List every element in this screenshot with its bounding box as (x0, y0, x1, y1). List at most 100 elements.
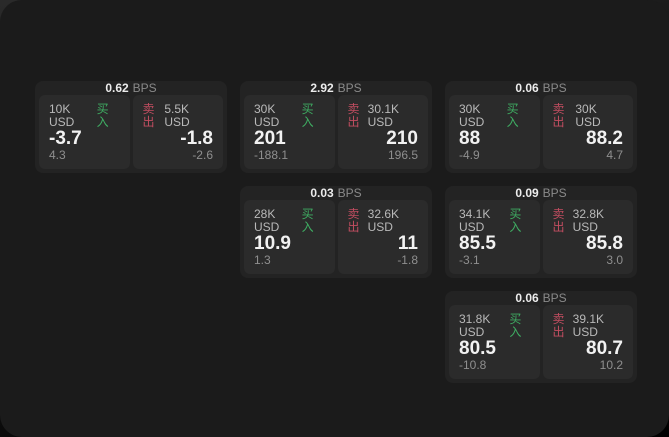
buy-side-label: 买入 (301, 207, 314, 234)
sell-delta: -1.8 (397, 253, 418, 267)
buy-delta: -4.9 (459, 148, 480, 162)
quote-card: 0.09 BPS 34.1K USD 买入 85.5 -3.1 卖出 32.8K… (445, 186, 637, 278)
bps-value: 2.92 (310, 81, 334, 95)
buy-price: 201 (254, 128, 286, 149)
buy-panel-top: 28K USD 买入 (254, 208, 325, 234)
bps-header: 0.03 BPS (244, 186, 428, 200)
bps-header: 0.09 BPS (449, 186, 633, 200)
quote-card: 2.92 BPS 30K USD 买入 201 -188.1 卖出 30.1K … (240, 81, 432, 173)
quote-panels: 30K USD 买入 201 -188.1 卖出 30.1K USD 210 1… (244, 95, 428, 169)
buy-side-label: 买入 (509, 207, 522, 234)
buy-amount: 30K USD (459, 102, 485, 129)
bps-header: 0.06 BPS (449, 81, 633, 95)
sell-delta: -2.6 (192, 148, 213, 162)
sell-side-label: 卖出 (347, 102, 360, 129)
bps-header: 2.92 BPS (244, 81, 428, 95)
sell-price: 88.2 (586, 128, 623, 149)
sell-side-label: 卖出 (552, 312, 565, 339)
quote-card: 0.62 BPS 10K USD 买入 -3.7 4.3 卖出 5.5K USD… (35, 81, 227, 173)
sell-panel[interactable]: 卖出 30.1K USD 210 196.5 (337, 95, 428, 169)
quote-panels: 30K USD 买入 88 -4.9 卖出 30K USD 88.2 4.7 (449, 95, 633, 169)
buy-price: -3.7 (49, 128, 82, 149)
bps-header: 0.62 BPS (39, 81, 223, 95)
sell-amount: 39.1K USD (572, 312, 604, 339)
buy-side-label: 买入 (506, 102, 519, 129)
bps-value: 0.06 (515, 291, 539, 305)
bps-value: 0.03 (310, 186, 334, 200)
quote-card: 0.06 BPS 30K USD 买入 88 -4.9 卖出 30K USD 8… (445, 81, 637, 173)
sell-side-label: 卖出 (552, 102, 565, 129)
sell-price: 85.8 (586, 233, 623, 254)
buy-price: 88 (459, 128, 481, 149)
sell-amount: 30.1K USD (367, 102, 399, 129)
quote-card: 0.06 BPS 31.8K USD 买入 80.5 -10.8 卖出 39.1… (445, 291, 637, 383)
bps-unit-label: BPS (337, 186, 362, 200)
buy-amount: 31.8K USD (459, 312, 491, 339)
buy-panel[interactable]: 30K USD 买入 88 -4.9 (449, 95, 540, 169)
quote-panels: 31.8K USD 买入 80.5 -10.8 卖出 39.1K USD 80.… (449, 305, 633, 379)
bps-value: 0.62 (105, 81, 129, 95)
buy-panel[interactable]: 34.1K USD 买入 85.5 -3.1 (449, 200, 540, 274)
buy-panel-top: 34.1K USD 买入 (459, 208, 530, 234)
sell-price: -1.8 (180, 128, 213, 149)
bps-unit-label: BPS (132, 81, 157, 95)
sell-panel[interactable]: 卖出 32.6K USD 11 -1.8 (337, 200, 428, 274)
buy-panel[interactable]: 28K USD 买入 10.9 1.3 (244, 200, 335, 274)
sell-panel[interactable]: 卖出 30K USD 88.2 4.7 (542, 95, 633, 169)
bps-unit-label: BPS (542, 186, 567, 200)
buy-price: 80.5 (459, 338, 496, 359)
buy-side-label: 买入 (301, 102, 314, 129)
buy-panel-top: 30K USD 买入 (254, 103, 325, 129)
buy-price: 10.9 (254, 233, 291, 254)
buy-delta: 4.3 (49, 148, 66, 162)
sell-panel-top: 卖出 32.6K USD (348, 208, 419, 234)
buy-price: 85.5 (459, 233, 496, 254)
sell-price: 80.7 (586, 338, 623, 359)
buy-panel[interactable]: 31.8K USD 买入 80.5 -10.8 (449, 305, 540, 379)
buy-side-label: 买入 (509, 312, 522, 339)
quote-cards-grid: 0.62 BPS 10K USD 买入 -3.7 4.3 卖出 5.5K USD… (35, 81, 637, 383)
sell-price: 11 (397, 233, 418, 254)
sell-side-label: 卖出 (552, 207, 565, 234)
sell-amount: 30K USD (575, 102, 601, 129)
sell-amount: 32.6K USD (367, 207, 399, 234)
buy-amount: 34.1K USD (459, 207, 491, 234)
buy-delta: 1.3 (254, 253, 271, 267)
buy-delta: -10.8 (459, 358, 487, 372)
bps-unit-label: BPS (542, 81, 567, 95)
buy-panel[interactable]: 10K USD 买入 -3.7 4.3 (39, 95, 130, 169)
buy-panel-top: 10K USD 买入 (49, 103, 120, 129)
quote-panels: 34.1K USD 买入 85.5 -3.1 卖出 32.8K USD 85.8… (449, 200, 633, 274)
bps-value: 0.09 (515, 186, 539, 200)
quote-card: 0.03 BPS 28K USD 买入 10.9 1.3 卖出 32.6K US… (240, 186, 432, 278)
sell-side-label: 卖出 (142, 102, 155, 129)
sell-side-label: 卖出 (347, 207, 360, 234)
buy-amount: 30K USD (254, 102, 280, 129)
bps-unit-label: BPS (542, 291, 567, 305)
buy-amount: 10K USD (49, 102, 75, 129)
buy-delta: -3.1 (459, 253, 480, 267)
sell-price: 210 (386, 128, 418, 149)
bps-unit-label: BPS (337, 81, 362, 95)
bps-header: 0.06 BPS (449, 291, 633, 305)
sell-panel-top: 卖出 32.8K USD (553, 208, 624, 234)
sell-delta: 3.0 (606, 253, 623, 267)
sell-panel[interactable]: 卖出 39.1K USD 80.7 10.2 (542, 305, 633, 379)
quote-panels: 28K USD 买入 10.9 1.3 卖出 32.6K USD 11 -1.8 (244, 200, 428, 274)
sell-panel-top: 卖出 30.1K USD (348, 103, 419, 129)
buy-side-label: 买入 (96, 102, 109, 129)
sell-panel-top: 卖出 39.1K USD (553, 313, 624, 339)
buy-amount: 28K USD (254, 207, 280, 234)
sell-panel[interactable]: 卖出 5.5K USD -1.8 -2.6 (132, 95, 223, 169)
sell-panel[interactable]: 卖出 32.8K USD 85.8 3.0 (542, 200, 633, 274)
sell-panel-top: 卖出 30K USD (553, 103, 624, 129)
buy-panel[interactable]: 30K USD 买入 201 -188.1 (244, 95, 335, 169)
quote-panels: 10K USD 买入 -3.7 4.3 卖出 5.5K USD -1.8 -2.… (39, 95, 223, 169)
sell-amount: 32.8K USD (572, 207, 604, 234)
sell-delta: 10.2 (599, 358, 623, 372)
sell-delta: 196.5 (387, 148, 418, 162)
buy-panel-top: 31.8K USD 买入 (459, 313, 530, 339)
sell-panel-top: 卖出 5.5K USD (143, 103, 214, 129)
buy-panel-top: 30K USD 买入 (459, 103, 530, 129)
